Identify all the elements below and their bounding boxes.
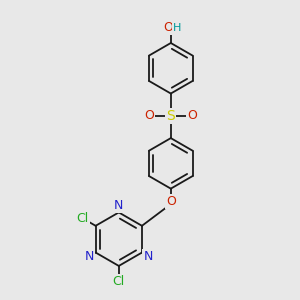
Text: S: S (167, 109, 175, 123)
Text: O: O (166, 195, 176, 208)
Text: Cl: Cl (113, 275, 125, 288)
Text: N: N (85, 250, 94, 262)
Text: O: O (164, 21, 173, 34)
Text: O: O (145, 109, 154, 122)
Text: O: O (187, 109, 197, 122)
Text: N: N (114, 199, 124, 212)
Text: Cl: Cl (76, 212, 89, 225)
Text: N: N (143, 250, 153, 262)
Text: H: H (173, 22, 182, 32)
